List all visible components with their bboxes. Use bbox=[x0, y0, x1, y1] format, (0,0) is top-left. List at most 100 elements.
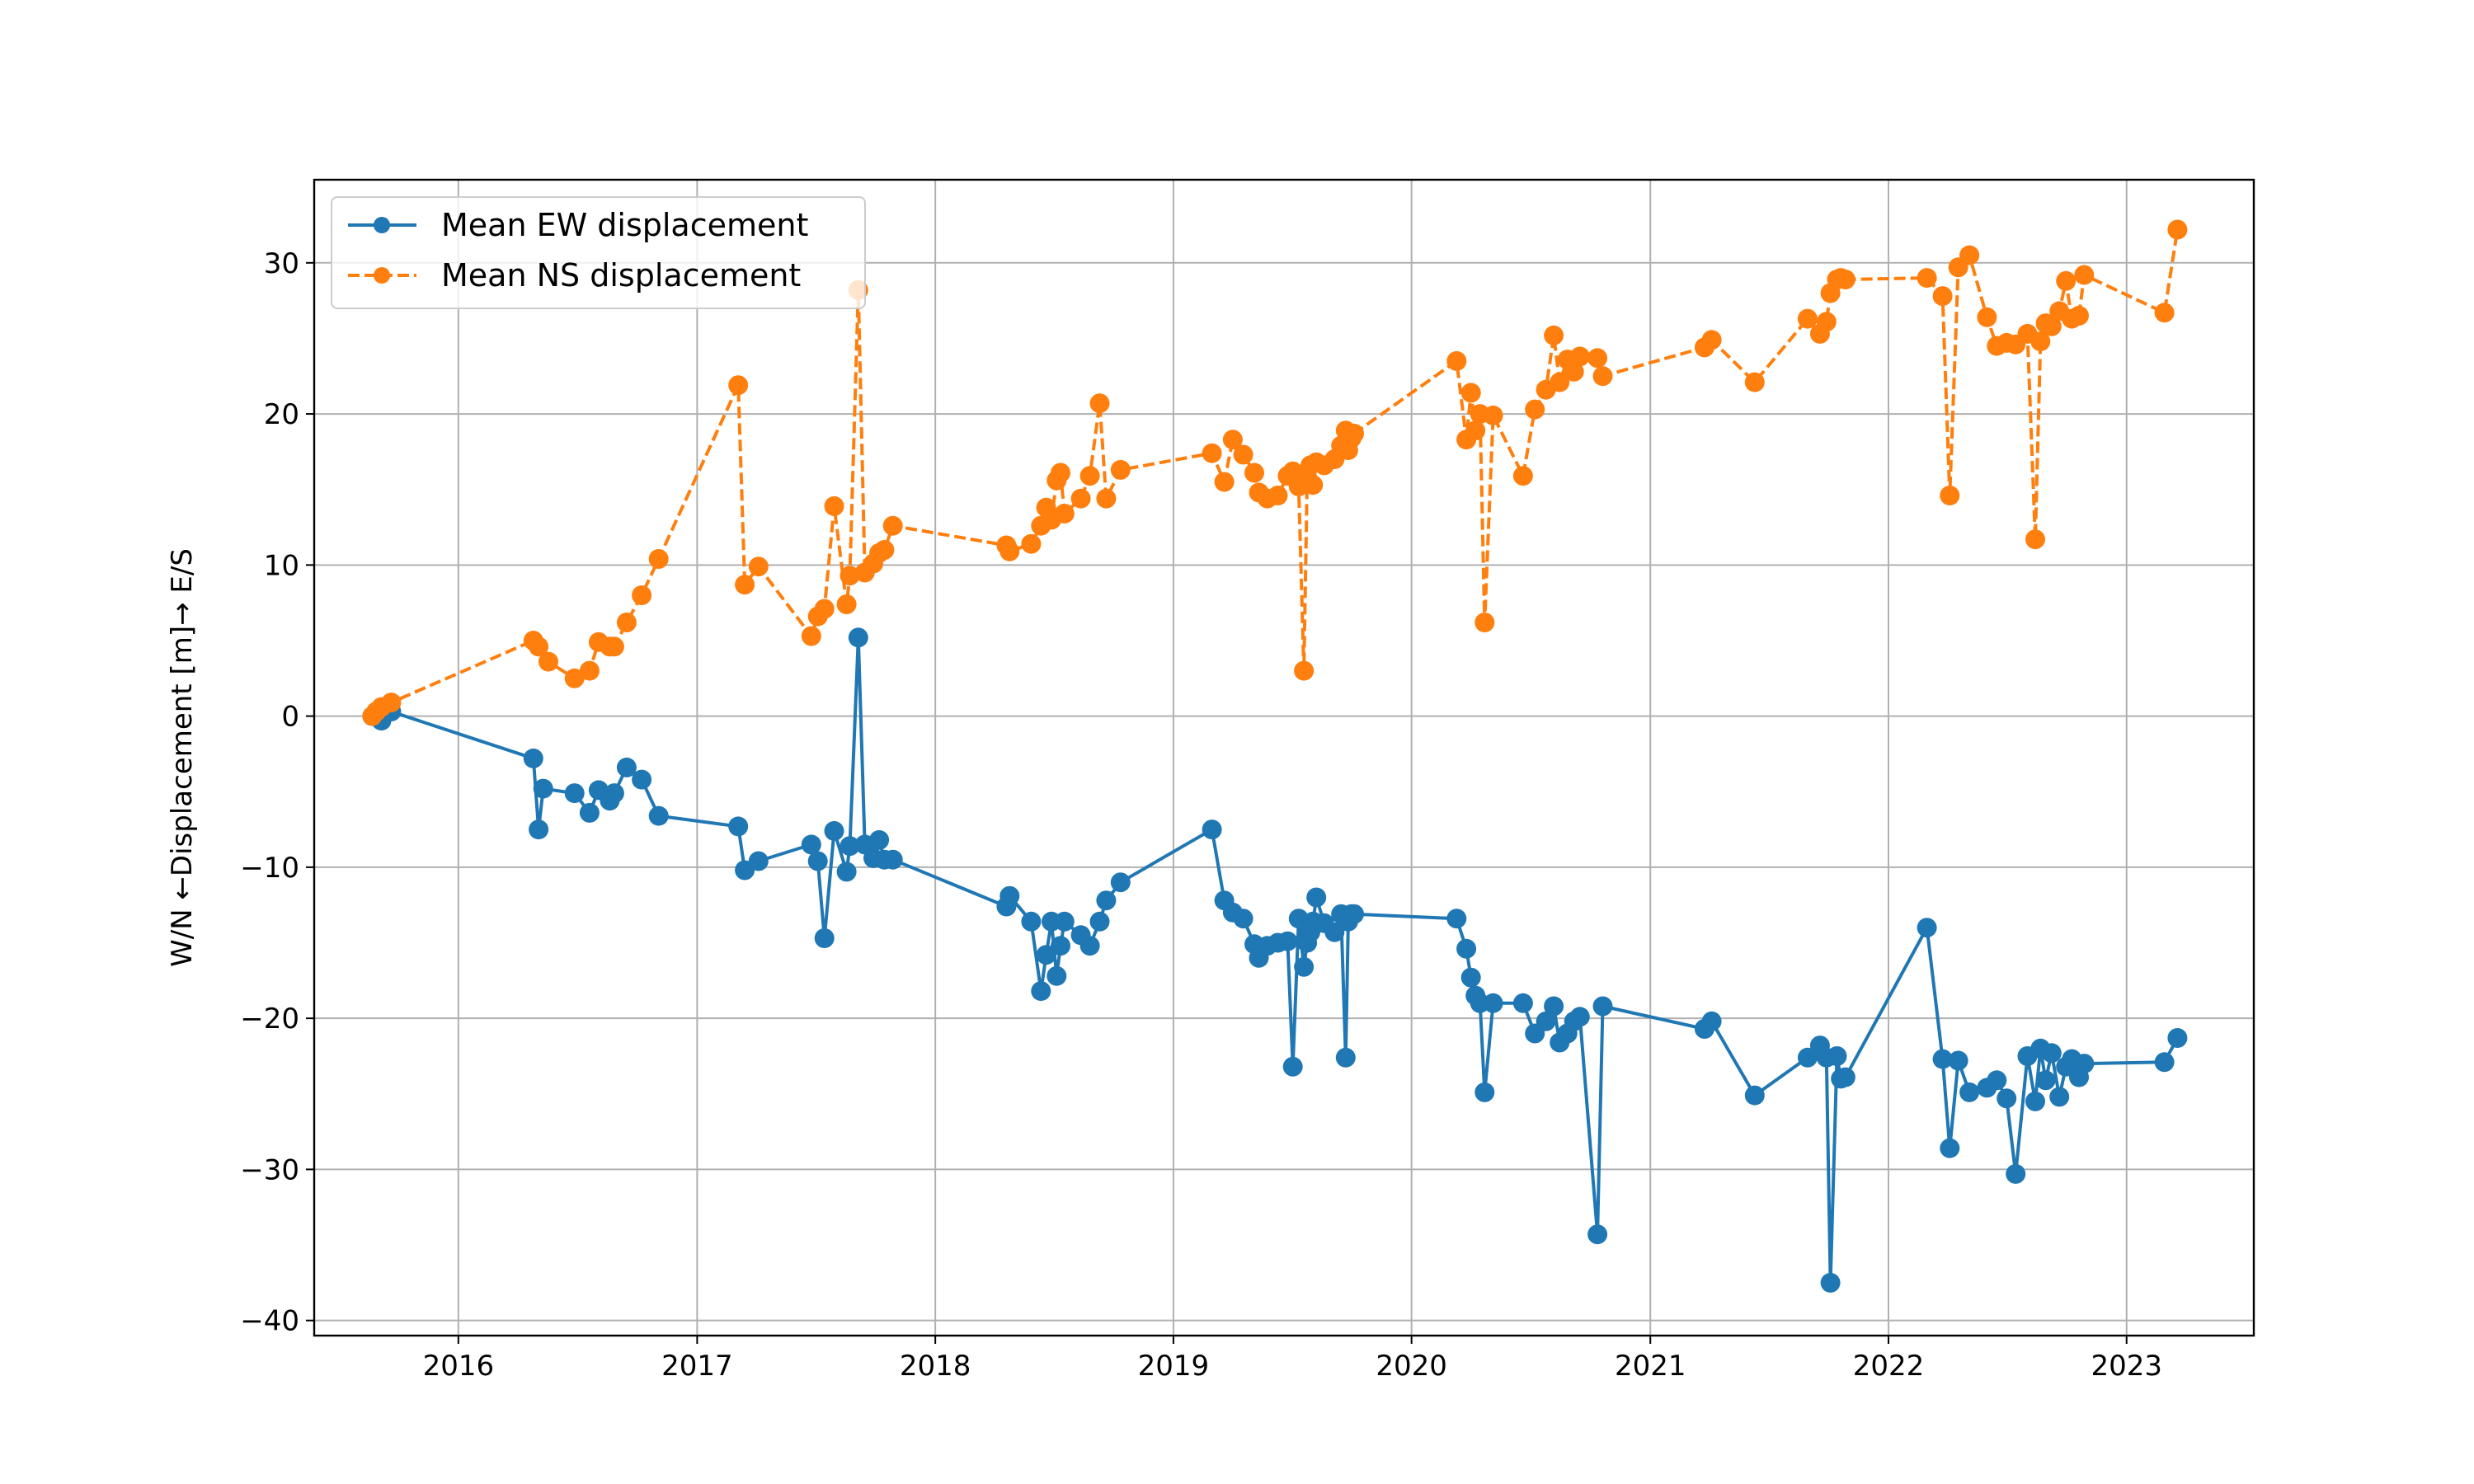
data-point bbox=[1054, 911, 1075, 932]
data-point bbox=[748, 851, 769, 871]
y-tick-label: 30 bbox=[264, 247, 299, 280]
data-point bbox=[1110, 872, 1131, 893]
data-point bbox=[1110, 459, 1131, 480]
data-point bbox=[1835, 1067, 1856, 1087]
data-point bbox=[814, 599, 835, 619]
data-point bbox=[2006, 1163, 2026, 1184]
data-point bbox=[1233, 444, 1253, 465]
data-point bbox=[529, 819, 549, 840]
x-tick-label: 2016 bbox=[423, 1350, 495, 1383]
data-point bbox=[1079, 936, 1100, 956]
data-point bbox=[1959, 245, 1980, 265]
data-point bbox=[1031, 981, 1051, 1002]
data-point bbox=[869, 829, 890, 850]
data-point bbox=[1277, 931, 1298, 951]
y-tick-label: −40 bbox=[240, 1305, 299, 1338]
data-point bbox=[840, 836, 860, 857]
data-point bbox=[807, 851, 828, 871]
data-point bbox=[728, 816, 749, 837]
data-point bbox=[616, 613, 637, 632]
x-tick-label: 2021 bbox=[1615, 1350, 1686, 1383]
data-point bbox=[1096, 488, 1117, 509]
data-point bbox=[1456, 938, 1477, 959]
data-point bbox=[999, 541, 1020, 561]
legend-ew-label: Mean EW displacement bbox=[441, 207, 808, 243]
data-point bbox=[1282, 1056, 1303, 1077]
data-point bbox=[1047, 965, 1067, 986]
data-point bbox=[1483, 405, 1503, 425]
data-point bbox=[2025, 529, 2045, 550]
data-point bbox=[1701, 1011, 1722, 1031]
data-point bbox=[1244, 463, 1264, 483]
data-point bbox=[882, 849, 903, 870]
data-point bbox=[2154, 303, 2175, 323]
data-point bbox=[1222, 430, 1243, 450]
data-point bbox=[1587, 1224, 1608, 1245]
data-point bbox=[1089, 911, 1110, 932]
data-point bbox=[2167, 1028, 2188, 1048]
data-point bbox=[564, 783, 585, 804]
data-point bbox=[801, 626, 821, 646]
data-point bbox=[1096, 890, 1117, 911]
data-point bbox=[1070, 488, 1091, 509]
data-point bbox=[1460, 967, 1481, 988]
data-point bbox=[2035, 1070, 2056, 1091]
data-point bbox=[1214, 472, 1235, 492]
data-point bbox=[735, 575, 755, 595]
data-point bbox=[1940, 1138, 1960, 1158]
data-point bbox=[1446, 909, 1467, 929]
data-point bbox=[1089, 393, 1110, 414]
data-point bbox=[2154, 1052, 2175, 1073]
data-point bbox=[1917, 268, 1937, 289]
legend-ns-marker bbox=[374, 267, 390, 284]
data-point bbox=[848, 627, 868, 648]
data-point bbox=[2074, 1054, 2095, 1074]
data-point bbox=[1512, 466, 1533, 486]
data-point bbox=[1592, 996, 1613, 1017]
data-point bbox=[1744, 1085, 1765, 1106]
data-point bbox=[728, 375, 749, 396]
x-tick-label: 2018 bbox=[900, 1350, 971, 1383]
data-point bbox=[1475, 1082, 1495, 1102]
data-point bbox=[2025, 1091, 2045, 1111]
data-point bbox=[836, 594, 857, 614]
data-point bbox=[381, 693, 402, 713]
data-point bbox=[2041, 1043, 2062, 1064]
data-point bbox=[1797, 1047, 1818, 1068]
data-point bbox=[1816, 312, 1837, 332]
data-point bbox=[1446, 350, 1467, 371]
data-point bbox=[1021, 911, 1042, 932]
data-point bbox=[1294, 660, 1315, 681]
data-point bbox=[1483, 993, 1503, 1013]
data-point bbox=[1460, 383, 1481, 403]
y-axis-label: W/N ←Displacement [m]→ E/S bbox=[166, 548, 199, 967]
data-point bbox=[632, 769, 652, 790]
data-point bbox=[1051, 463, 1070, 483]
data-point bbox=[1820, 1272, 1841, 1293]
data-point bbox=[1475, 613, 1495, 632]
data-point bbox=[882, 515, 903, 536]
data-point bbox=[2069, 305, 2089, 326]
legend-box bbox=[331, 196, 866, 309]
data-point bbox=[1592, 366, 1613, 387]
legend: Mean EW displacement Mean NS displacemen… bbox=[331, 196, 866, 309]
data-point bbox=[874, 540, 895, 560]
data-point bbox=[1932, 1049, 1953, 1069]
x-tick-label: 2019 bbox=[1138, 1350, 1210, 1383]
data-point bbox=[2074, 265, 2095, 285]
y-tick-label: 10 bbox=[264, 549, 299, 582]
data-point bbox=[824, 495, 844, 516]
data-point bbox=[539, 651, 558, 672]
x-tick-label: 2020 bbox=[1376, 1350, 1447, 1383]
data-point bbox=[632, 585, 652, 605]
data-point bbox=[801, 834, 821, 855]
data-point bbox=[836, 862, 857, 882]
data-point bbox=[604, 783, 624, 804]
data-point bbox=[616, 757, 637, 777]
data-point bbox=[814, 928, 835, 948]
data-point bbox=[1054, 504, 1075, 524]
data-point bbox=[1344, 423, 1364, 444]
data-point bbox=[1932, 286, 1953, 307]
data-point bbox=[1827, 1046, 1847, 1066]
